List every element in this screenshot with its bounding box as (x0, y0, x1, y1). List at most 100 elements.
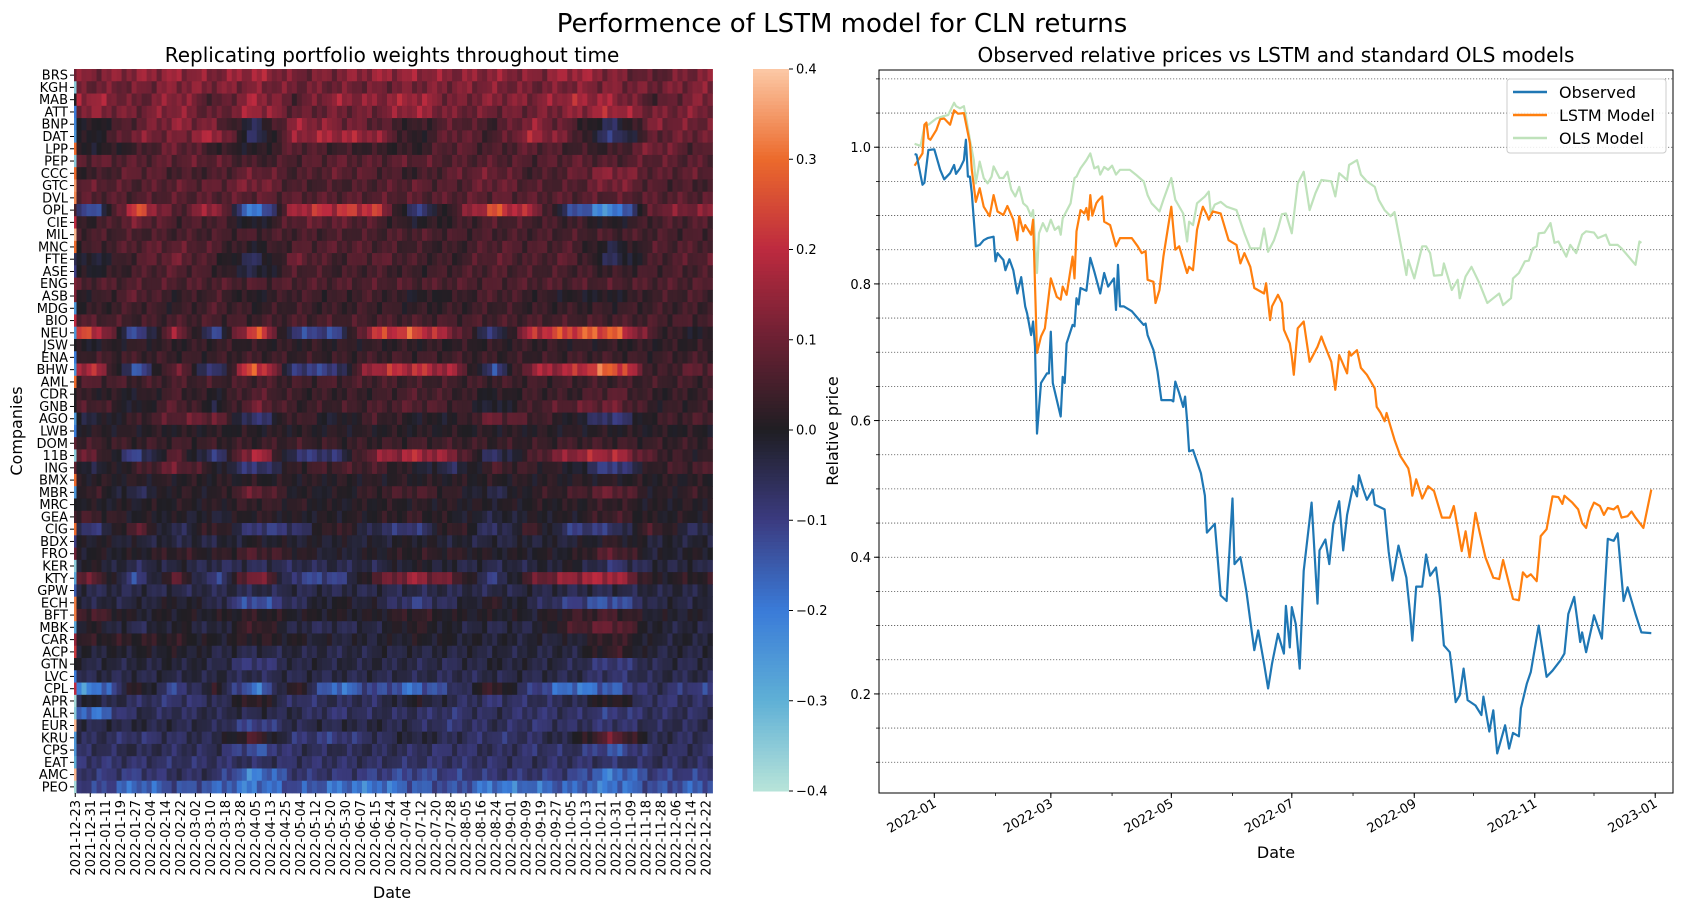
heatmap-cell (637, 203, 643, 217)
heatmap-cell (176, 449, 183, 463)
heatmap-cell (647, 338, 653, 352)
heatmap-cell (166, 105, 173, 119)
heatmap-cell (587, 461, 593, 475)
heatmap-cell (146, 486, 153, 499)
heatmap-cell (517, 437, 523, 450)
heatmap-cell (116, 105, 122, 119)
heatmap-cell (577, 302, 583, 315)
heatmap-cell (682, 326, 688, 340)
heatmap-cell (356, 265, 363, 279)
heatmap-cell (587, 302, 593, 315)
heatmap-cell (171, 289, 178, 303)
heatmap-cell (111, 69, 117, 82)
heatmap-cell (467, 388, 473, 401)
heatmap-cell (522, 535, 528, 548)
heatmap-cell (392, 228, 398, 242)
heatmap-cell (442, 363, 448, 377)
heatmap-cell (246, 388, 253, 401)
heatmap-cell (447, 314, 453, 328)
heatmap-cell (336, 486, 343, 499)
heatmap-cell (91, 253, 97, 266)
heatmap-cell (697, 105, 703, 119)
heatmap-cell (587, 388, 593, 401)
heatmap-cell (617, 203, 623, 217)
heatmap-cell (346, 69, 353, 82)
heatmap-cell (552, 424, 558, 438)
heatmap-cell (617, 277, 623, 291)
heatmap-cell (507, 277, 513, 291)
heatmap-cell (542, 154, 548, 168)
heatmap-cell (587, 130, 593, 144)
heatmap-cell (667, 191, 673, 205)
heatmap-cell (557, 130, 563, 144)
heatmap-cell (697, 179, 703, 193)
heatmap-cell (131, 253, 137, 266)
heatmap-cell (91, 437, 97, 450)
heatmap-cell (361, 412, 368, 426)
heatmap-cell (442, 498, 448, 512)
heatmap-cell (76, 130, 82, 144)
heatmap-cell (587, 253, 593, 266)
heatmap-cell (592, 388, 598, 401)
heatmap-cell (166, 375, 173, 389)
heatmap-cell (462, 154, 468, 168)
heatmap-cell (697, 167, 703, 180)
heatmap-cell (261, 449, 268, 463)
heatmap-cell (176, 498, 183, 512)
heatmap-cell (146, 314, 153, 328)
heatmap-cell (336, 81, 343, 94)
heatmap-cell (341, 179, 348, 193)
heatmap-cell (692, 203, 698, 217)
heatmap-cell (306, 203, 313, 217)
heatmap-cell (96, 473, 102, 487)
heatmap-cell (417, 118, 423, 131)
heatmap-cell (422, 473, 428, 487)
heatmap-cell (191, 93, 198, 107)
heatmap-cell (602, 302, 608, 315)
heatmap-cell (412, 437, 418, 450)
heatmap-cell (206, 93, 213, 107)
heatmap-cell (356, 289, 363, 303)
heatmap-cell (361, 523, 368, 536)
heatmap-cell (707, 400, 713, 413)
heatmap-cell (261, 93, 268, 107)
heatmap-cell (351, 216, 358, 229)
heatmap-cell (637, 81, 643, 94)
heatmap-cell (687, 400, 693, 413)
heatmap-cell (567, 118, 573, 131)
heatmap-cell (592, 363, 598, 377)
heatmap-cell (141, 375, 148, 389)
heatmap-cell (672, 486, 678, 499)
heatmap-cell (627, 424, 633, 438)
heatmap-cell (522, 351, 528, 364)
heatmap-cell (131, 424, 137, 438)
heatmap-cell (341, 167, 348, 180)
heatmap-cell (562, 449, 568, 463)
heatmap-cell (241, 510, 248, 524)
heatmap-cell (497, 437, 503, 450)
heatmap-cell (392, 400, 398, 413)
heatmap-cell (111, 486, 117, 499)
heatmap-cell (467, 535, 473, 548)
heatmap-cell (697, 338, 703, 352)
heatmap-cell (522, 105, 528, 119)
heatmap-cell (256, 228, 263, 242)
heatmap-cell (657, 314, 663, 328)
heatmap-cell (407, 81, 413, 94)
heatmap-cell (657, 437, 663, 450)
heatmap-cell (407, 510, 413, 524)
heatmap-cell (241, 228, 248, 242)
heatmap-cell (74, 105, 77, 119)
heatmap-cell (567, 338, 573, 352)
heatmap-cell (286, 486, 293, 499)
heatmap-cell (537, 118, 543, 131)
heatmap-cell (627, 535, 633, 548)
heatmap-cell (652, 473, 658, 487)
heatmap-cell (637, 326, 643, 340)
heatmap-cell (271, 302, 278, 315)
heatmap-cell (266, 118, 273, 131)
heatmap-cell (517, 179, 523, 193)
heatmap-cell (361, 130, 368, 144)
heatmap-cell (562, 388, 568, 401)
heatmap-cell (502, 105, 508, 119)
